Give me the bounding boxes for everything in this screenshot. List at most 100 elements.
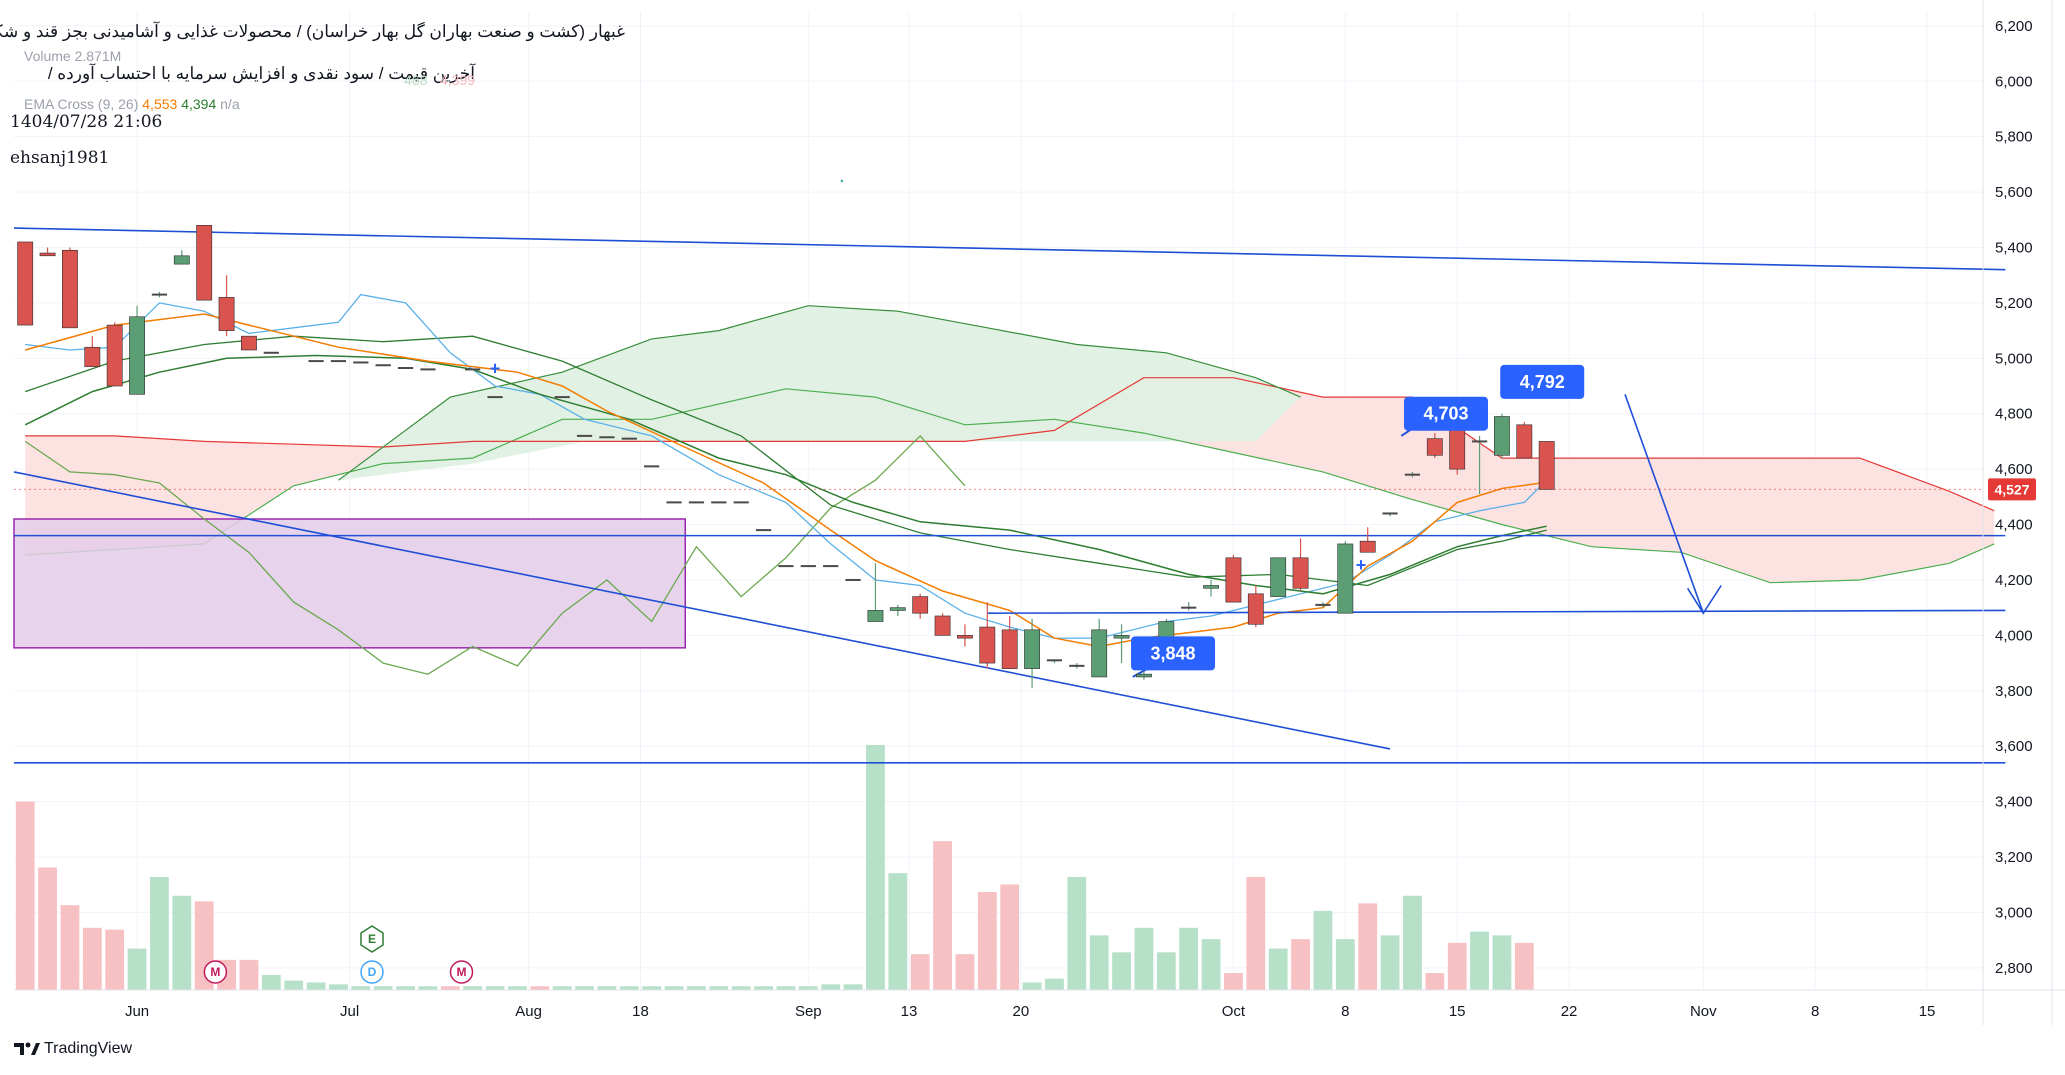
purple-zone: [13, 518, 686, 649]
candle-body: [420, 368, 436, 371]
candle-body: [778, 565, 794, 568]
candle-body: [330, 360, 347, 363]
volume-bar: [1156, 952, 1176, 990]
plus-marker-1: +: [490, 358, 501, 378]
candle-body: [554, 396, 570, 399]
candle-body: [800, 565, 816, 568]
volume-bar: [866, 745, 885, 990]
volume-bar: [284, 980, 304, 990]
x-tick-label: 22: [1561, 1003, 1578, 1020]
cloud-red: [25, 377, 1995, 583]
volume-bar: [172, 895, 192, 990]
y-tick-label: 5,600: [1995, 184, 2033, 201]
volume-bar: [955, 954, 975, 990]
volume-bar: [888, 873, 908, 990]
indicator-lines: [14, 293, 1983, 675]
volume-legend: Volume 2.871M: [24, 48, 121, 64]
span-a-line: [25, 388, 1995, 584]
volume-bar: [60, 905, 80, 990]
x-tick-label: 8: [1811, 1003, 1819, 1020]
volume-bar: [1403, 895, 1422, 990]
candle-body: [1404, 473, 1421, 476]
candle-body: [1001, 629, 1018, 669]
candle-body: [711, 501, 727, 504]
tradingview-logo-text: TradingView: [44, 1040, 133, 1057]
candle-body: [106, 324, 123, 387]
y-tick-label: 3,200: [1995, 849, 2033, 866]
volume-bar: [396, 986, 415, 990]
candle-body: [1426, 438, 1443, 456]
trend-lines: [13, 227, 2006, 764]
volume-bar: [1447, 942, 1467, 990]
candle-body: [1181, 606, 1197, 609]
volume-bar: [642, 986, 662, 990]
volume-bar: [754, 986, 773, 990]
candle-body: [1225, 557, 1242, 603]
ema-legend[interactable]: EMA Cross (9, 26) 4,553 4,394 n/a: [24, 96, 240, 112]
price-label-3848: 3,848: [1151, 643, 1196, 663]
candle-body: [733, 501, 749, 504]
y-tick-label: 5,200: [1995, 295, 2033, 312]
volume-bar: [709, 986, 729, 990]
ghost-value-2: 4,399: [440, 72, 476, 88]
candle-body: [1516, 424, 1533, 459]
volume-bar: [306, 982, 326, 990]
volume-bar: [1514, 942, 1534, 990]
chart-title: غبهار (کشت و صنعت بهاران گل بهار خراسان)…: [0, 22, 625, 41]
volume-bar: [1089, 935, 1109, 990]
volume-bar: [1358, 903, 1378, 990]
candle-body: [1471, 440, 1488, 443]
volume-bar: [1224, 973, 1243, 990]
projection-arrow-head: [1686, 585, 1722, 615]
y-tick-label: 6,200: [1995, 18, 2033, 35]
volume-bar: [1201, 939, 1221, 990]
y-tick-label: 5,400: [1995, 239, 2033, 256]
ghost-value-1: 468: [404, 72, 428, 88]
chart-subtitle: آخرین قیمت / سود نقدی و افزایش سرمایه با…: [47, 64, 475, 83]
event-marker-d: D: [368, 965, 377, 979]
candle-body: [979, 626, 996, 664]
tradingview-logo[interactable]: TradingView: [14, 1040, 132, 1058]
volume-bar: [776, 986, 796, 990]
volume-bar: [1470, 931, 1489, 990]
x-tick-label: 8: [1341, 1003, 1349, 1020]
candle-body: [84, 346, 101, 367]
candle-body: [218, 297, 235, 331]
candle-body: [599, 436, 615, 439]
candle-body: [173, 255, 190, 265]
x-tick-label: Nov: [1690, 1003, 1717, 1020]
volume-bar: [664, 986, 684, 990]
volume-label: Volume: [24, 48, 71, 64]
chikou-line: [24, 434, 966, 675]
volume-bar: [463, 986, 483, 990]
volume-bar: [105, 929, 125, 990]
x-tick-label: 13: [901, 1003, 918, 1020]
volume-bar: [597, 986, 617, 990]
event-marker-d-shape: [360, 960, 384, 984]
price-label-4703: 4,703: [1423, 404, 1468, 424]
candle-body: [308, 360, 324, 363]
last-price-tag-bg: [1988, 478, 2036, 501]
event-marker-m1: M: [210, 965, 220, 979]
candle-body: [1203, 585, 1219, 589]
candle-body: [1494, 416, 1510, 456]
candle-body: [487, 396, 503, 399]
candlesticks: [17, 225, 1555, 689]
candle-body: [1046, 659, 1063, 662]
y-tick-label: 2,800: [1995, 960, 2033, 977]
candle-body: [845, 578, 861, 581]
volume-bar: [1335, 939, 1355, 990]
plus-marker-2: +: [1356, 555, 1367, 575]
volume-bar: [418, 986, 438, 990]
candle-body: [17, 241, 34, 326]
volume-bar: [1134, 927, 1154, 990]
candle-body: [867, 610, 884, 622]
x-tick-label: 15: [1919, 1003, 1936, 1020]
candle-body: [129, 316, 145, 395]
span-a-upper: [338, 305, 1301, 481]
candle-body: [889, 607, 906, 611]
candle-body: [196, 225, 213, 301]
y-tick-label: 5,000: [1995, 350, 2033, 367]
candle-body: [465, 368, 481, 371]
